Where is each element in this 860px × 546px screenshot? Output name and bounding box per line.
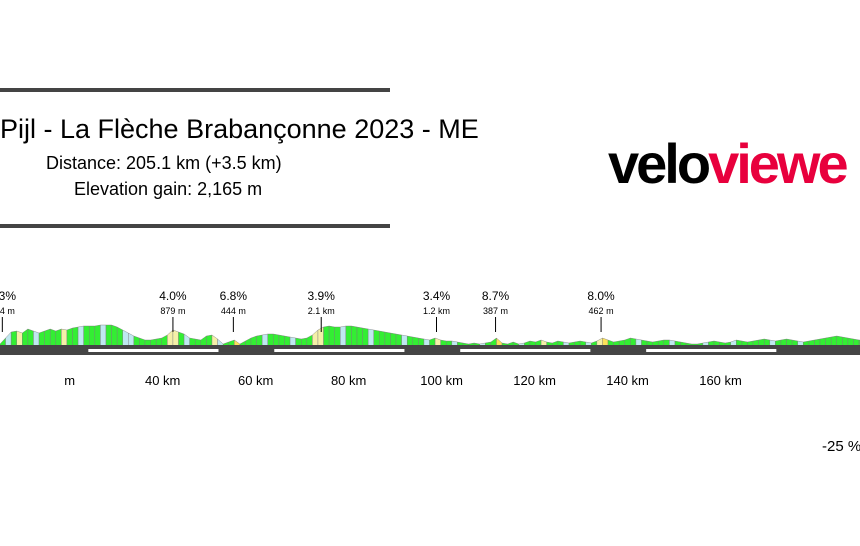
climb-gradient-label: 4.0%	[159, 289, 187, 303]
climb-length-label: 304 m	[0, 306, 15, 316]
climb-length-label: 2.1 km	[308, 306, 335, 316]
road-band	[0, 345, 860, 355]
page-title: Pijl - La Flèche Brabançonne 2023 - ME	[0, 114, 479, 144]
gradient-legend-label: -25 %	[822, 438, 860, 455]
road-stripe	[274, 349, 405, 352]
climb-length-label: 444 m	[221, 306, 246, 316]
x-tick-label: m	[64, 373, 75, 388]
road-stripe	[88, 349, 219, 352]
climb-length-label: 462 m	[589, 306, 614, 316]
elevation-text: Elevation gain: 2,165 m	[74, 179, 263, 199]
distance-text: Distance: 205.1 km (+3.5 km)	[46, 153, 282, 173]
bottom-rule	[0, 224, 390, 228]
x-tick-label: 120 km	[513, 373, 556, 388]
climb-length-label: 387 m	[483, 306, 508, 316]
climb-gradient-label: 6.8%	[220, 289, 248, 303]
climb-length-label: 879 m	[160, 306, 185, 316]
x-tick-label: 40 km	[145, 373, 180, 388]
climb-gradient-label: 8.0%	[587, 289, 615, 303]
logo-part-velo: velo	[608, 132, 711, 195]
x-tick-label: 140 km	[606, 373, 649, 388]
road-stripe	[646, 349, 777, 352]
logo-part-viewer: viewe	[708, 132, 849, 195]
elevation-profile-chart: m 40 km 60 km 80 km 100 km 120 km 140 km 160 km…	[0, 289, 860, 388]
x-tick-label: 100 km	[420, 373, 463, 388]
veloviewer-logo: veloviewe	[608, 132, 849, 195]
x-tick-label: 160 km	[699, 373, 742, 388]
top-rule	[0, 88, 390, 92]
road-stripe	[460, 349, 591, 352]
climb-gradient-label: 3.9%	[308, 289, 336, 303]
climb-gradient-label: 3.4%	[423, 289, 451, 303]
x-tick-label: 60 km	[238, 373, 273, 388]
climb-gradient-label: 5.3%	[0, 289, 16, 303]
climb-gradient-label: 8.7%	[482, 289, 510, 303]
climb-length-label: 1.2 km	[423, 306, 450, 316]
x-tick-label: 80 km	[331, 373, 366, 388]
